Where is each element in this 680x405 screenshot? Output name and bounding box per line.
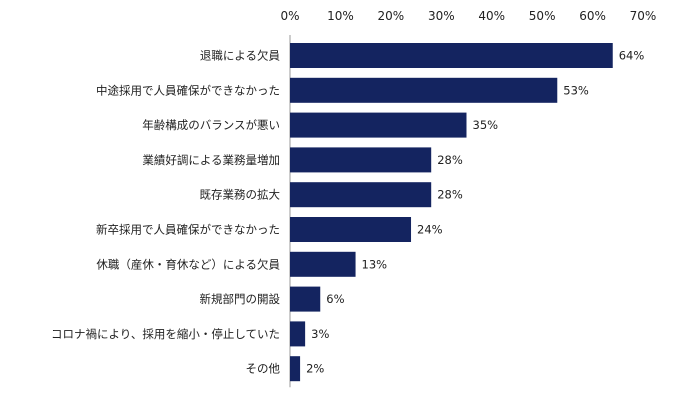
data-label: 13%: [362, 257, 388, 271]
x-tick-label: 30%: [428, 9, 455, 23]
category-labels: 退職による欠員中途採用で人員確保ができなかった年齢構成のバランスが悪い業績好調に…: [51, 49, 280, 376]
category-label: 業績好調による業務量増加: [142, 153, 280, 167]
data-label: 6%: [326, 292, 344, 306]
category-label: その他: [246, 362, 281, 376]
category-label: 既存業務の拡大: [200, 188, 281, 202]
x-axis-ticks: 0% 10% 20% 30% 40% 50% 60% 70%: [280, 9, 656, 23]
bar: [290, 356, 301, 382]
bar: [290, 251, 356, 277]
category-label: コロナ禍により、採用を縮小・停止していた: [51, 327, 280, 341]
bar: [290, 147, 432, 173]
category-label: 新卒採用で人員確保ができなかった: [96, 223, 280, 237]
bar: [290, 182, 432, 208]
x-tick-label: 40%: [478, 9, 505, 23]
data-label: 28%: [437, 153, 463, 167]
bar: [290, 112, 467, 138]
category-label: 退職による欠員: [200, 49, 281, 63]
bar: [290, 217, 412, 242]
category-label: 新規部門の開設: [200, 292, 281, 306]
data-label: 2%: [306, 362, 324, 376]
data-label: 35%: [473, 118, 499, 132]
x-tick-label: 50%: [529, 9, 556, 23]
bars: [290, 43, 613, 382]
data-label: 3%: [311, 327, 329, 341]
x-tick-label: 0%: [280, 9, 299, 23]
data-label: 28%: [437, 188, 463, 202]
x-tick-label: 70%: [630, 9, 657, 23]
category-label: 休職（産休・育休など）による欠員: [96, 257, 280, 271]
x-tick-label: 20%: [378, 9, 405, 23]
bar: [290, 43, 613, 68]
data-label: 53%: [563, 83, 589, 97]
data-label: 24%: [417, 223, 443, 237]
bar: [290, 286, 321, 312]
bar: [290, 321, 306, 347]
category-label: 中途採用で人員確保ができなかった: [96, 83, 280, 97]
x-tick-label: 10%: [327, 9, 354, 23]
bar: [290, 77, 558, 103]
data-label: 64%: [619, 49, 645, 63]
category-label: 年齢構成のバランスが悪い: [142, 118, 280, 132]
x-tick-label: 60%: [579, 9, 606, 23]
value-labels: 64% 53% 35% 28% 28% 24% 13% 6% 3% 2%: [306, 49, 644, 376]
